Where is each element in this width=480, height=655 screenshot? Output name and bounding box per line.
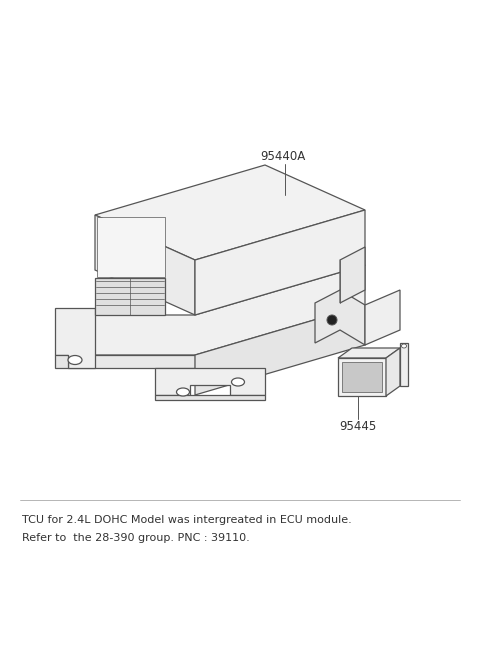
Polygon shape (68, 355, 195, 368)
Polygon shape (95, 215, 195, 315)
Polygon shape (155, 395, 265, 400)
Polygon shape (315, 290, 365, 345)
Ellipse shape (177, 388, 190, 396)
Ellipse shape (401, 344, 407, 348)
Polygon shape (55, 308, 95, 368)
Polygon shape (340, 247, 365, 303)
Text: 95445: 95445 (339, 420, 377, 433)
Polygon shape (195, 305, 365, 395)
Polygon shape (95, 278, 165, 315)
Polygon shape (95, 165, 365, 260)
Ellipse shape (231, 378, 244, 386)
Text: 95440A: 95440A (260, 150, 306, 163)
Polygon shape (386, 348, 400, 396)
Circle shape (327, 315, 337, 325)
Polygon shape (342, 362, 382, 392)
Polygon shape (55, 355, 68, 368)
Polygon shape (195, 210, 365, 315)
Text: TCU for 2.4L DOHC Model was intergreated in ECU module.: TCU for 2.4L DOHC Model was intergreated… (22, 515, 352, 525)
Polygon shape (400, 343, 408, 386)
Polygon shape (68, 265, 365, 355)
Polygon shape (338, 348, 400, 358)
Polygon shape (97, 217, 165, 277)
Polygon shape (365, 290, 400, 345)
Polygon shape (155, 368, 265, 395)
Ellipse shape (68, 356, 82, 364)
Text: Refer to  the 28-390 group. PNC : 39110.: Refer to the 28-390 group. PNC : 39110. (22, 533, 250, 543)
Polygon shape (338, 358, 386, 396)
